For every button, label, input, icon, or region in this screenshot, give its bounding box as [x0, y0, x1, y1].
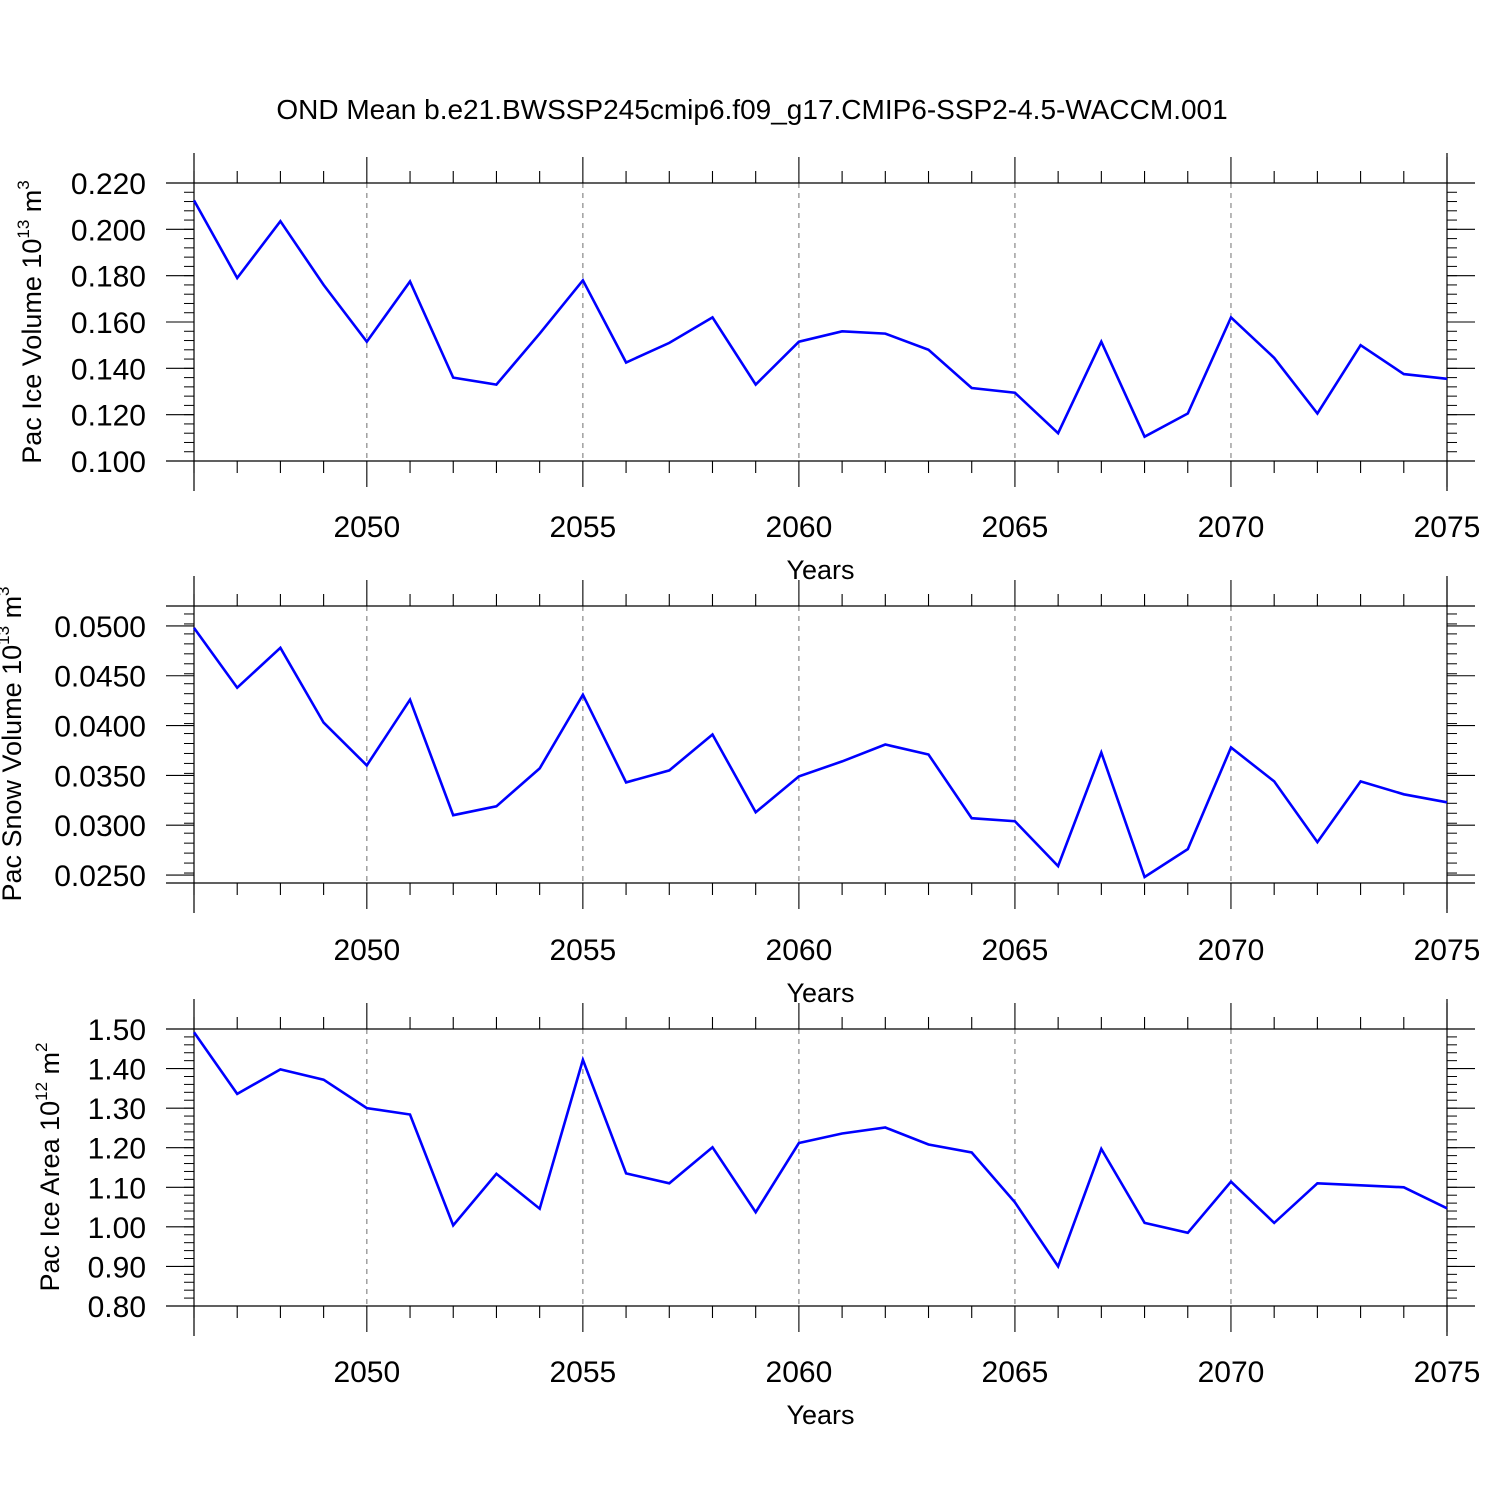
y-tick-label: 0.90 [88, 1251, 146, 1284]
x-axis-title: Years [786, 1400, 854, 1430]
x-tick-label: 2055 [549, 934, 616, 967]
series-line [192, 627, 1448, 879]
y-axis-title: Pac Ice Area 1012 m2 [32, 1042, 65, 1291]
x-tick-label: 2060 [766, 934, 833, 967]
y-tick-label: 0.0350 [54, 760, 146, 793]
y-tick-label: 1.40 [88, 1054, 146, 1087]
x-tick-label: 2075 [1414, 511, 1481, 544]
y-tick-label: 0.220 [71, 168, 146, 201]
x-tick-label: 2065 [982, 511, 1049, 544]
panel-1: 0.100 0.120 0.140 0.160 0.180 0.200 0.220 2050 2… [14, 153, 1480, 585]
x-tick-label: 2065 [982, 934, 1049, 967]
x-tick-label: 2070 [1198, 934, 1265, 967]
y-tick-label: 0.200 [71, 214, 146, 247]
x-axis-title: Years [786, 555, 854, 585]
series-line [192, 1031, 1448, 1270]
y-tick-label: 0.100 [71, 446, 146, 479]
panel-2: 0.0250 0.0300 0.0350 0.0400 0.0450 0.0500 2050… [0, 576, 1480, 1008]
y-tick-label: 0.0300 [54, 810, 146, 843]
y-tick-label: 0.80 [88, 1291, 146, 1324]
y-tick-label: 0.0500 [54, 611, 146, 644]
x-tick-label: 2075 [1414, 934, 1481, 967]
y-tick-label: 1.50 [88, 1014, 146, 1047]
chart-title: OND Mean b.e21.BWSSP245cmip6.f09_g17.CMI… [276, 94, 1227, 125]
x-tick-label: 2055 [549, 1356, 616, 1389]
x-tick-label: 2060 [766, 1356, 833, 1389]
x-axis-title: Years [786, 978, 854, 1008]
x-tick-label: 2050 [333, 1356, 400, 1389]
panel-3: 0.80 0.90 1.00 1.10 1.20 1.30 1.40 1.50 2050 2055… [32, 999, 1480, 1430]
x-tick-label: 2070 [1198, 511, 1265, 544]
y-tick-label: 1.10 [88, 1172, 146, 1205]
y-tick-label: 0.140 [71, 353, 146, 386]
y-tick-label: 1.20 [88, 1133, 146, 1166]
x-tick-label: 2065 [982, 1356, 1049, 1389]
y-tick-label: 0.180 [71, 261, 146, 294]
y-tick-label: 0.0450 [54, 661, 146, 694]
y-tick-label: 0.120 [71, 400, 146, 433]
x-tick-label: 2050 [333, 934, 400, 967]
x-tick-label: 2075 [1414, 1356, 1481, 1389]
x-tick-label: 2055 [549, 511, 616, 544]
x-tick-label: 2060 [766, 511, 833, 544]
x-tick-label: 2070 [1198, 1356, 1265, 1389]
y-tick-label: 0.0250 [54, 860, 146, 893]
series-line [192, 199, 1448, 439]
y-axis-title: Pac Ice Volume 1013 m3 [14, 180, 47, 464]
x-tick-label: 2050 [333, 511, 400, 544]
y-tick-label: 0.160 [71, 307, 146, 340]
y-axis-title: Pac Snow Volume 1013 m3 [0, 586, 27, 901]
y-tick-label: 0.0400 [54, 711, 146, 744]
y-tick-label: 1.30 [88, 1093, 146, 1126]
y-tick-label: 1.00 [88, 1212, 146, 1245]
